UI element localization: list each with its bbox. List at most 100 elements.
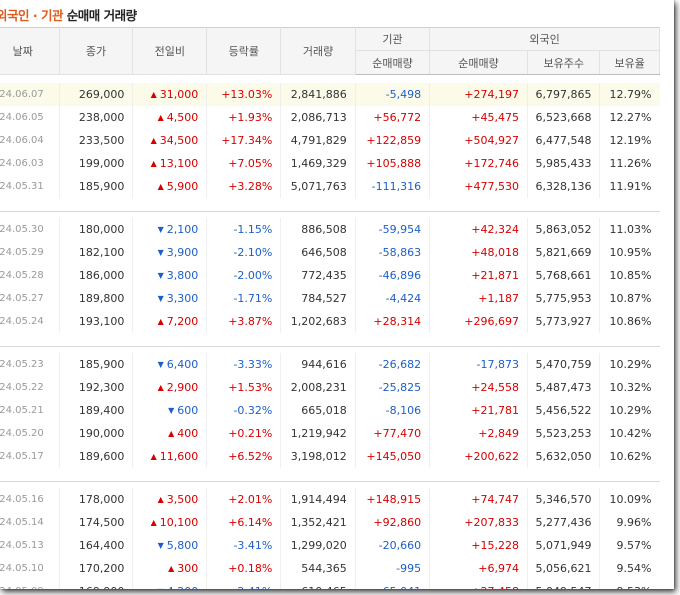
table-row: 2024.05.10170,200▲300+0.18%544,365-995+6…	[0, 557, 660, 580]
change-value: 31,000	[159, 88, 199, 101]
cell-rate: +0.18%	[206, 557, 281, 580]
change-value: 2,100	[166, 223, 199, 236]
change-value: 13,100	[159, 157, 199, 170]
table-row: 2024.05.16178,000▲3,500+2.01%1,914,494+1…	[0, 488, 660, 511]
cell-change: ▼ 3,300	[132, 287, 207, 310]
triangle-down-icon: ▼	[157, 271, 164, 280]
cell-rate: +2.01%	[206, 488, 281, 511]
cell-inst-net: +56,772	[354, 106, 430, 129]
col-header-rate: 등락률	[206, 27, 282, 75]
cell-date: 2024.05.22	[0, 382, 44, 393]
col-group-institution: 기관	[354, 27, 431, 51]
cell-close: 189,400	[58, 399, 133, 422]
cell-rate: -1.15%	[206, 218, 281, 241]
cell-volume: 5,071,763	[280, 175, 356, 198]
cell-inst-net: +148,915	[354, 488, 430, 511]
cell-change: ▲ 7,200	[132, 310, 207, 333]
table-row: 2024.05.14174,500▲10,100+6.14%1,352,421+…	[0, 511, 660, 534]
cell-volume: 1,299,020	[280, 534, 356, 557]
cell-inst-net: -26,682	[354, 353, 430, 376]
cell-ratio: 10.29%	[599, 353, 660, 376]
cell-holdings: 5,071,949	[526, 534, 600, 557]
cell-volume: 1,914,494	[280, 488, 356, 511]
table-row: 2024.05.28186,000▼3,800-2.00%772,435-46,…	[0, 264, 660, 287]
change-value: 400	[177, 427, 199, 440]
table-row: 2024.05.09169,900▼4,200-2.41%610,465-65,…	[0, 580, 660, 589]
cell-foreign-net: +504,927	[429, 129, 528, 152]
cell-date: 2024.05.17	[0, 451, 44, 462]
cell-holdings: 5,346,570	[526, 488, 600, 511]
cell-volume: 665,018	[280, 399, 356, 422]
cell-holdings: 5,487,473	[526, 376, 600, 399]
cell-volume: 944,616	[280, 353, 356, 376]
change-value: 10,100	[159, 516, 199, 529]
table-row: 2024.05.17189,600▲11,600+6.52%3,198,012+…	[0, 445, 660, 468]
cell-rate: -3.33%	[206, 353, 281, 376]
cell-close: 269,000	[58, 83, 133, 106]
cell-volume: 1,219,942	[280, 422, 356, 445]
cell-foreign-net: +48,018	[429, 241, 528, 264]
cell-holdings: 5,049,547	[526, 580, 600, 589]
cell-foreign-net: +274,197	[429, 83, 528, 106]
table-row: 2024.06.07269,000▲31,000+13.03%2,841,886…	[0, 83, 660, 106]
cell-rate: +6.52%	[206, 445, 281, 468]
cell-date: 2024.05.21	[0, 405, 44, 416]
cell-holdings: 5,056,621	[526, 557, 600, 580]
cell-inst-net: -25,825	[354, 376, 430, 399]
cell-rate: -0.32%	[206, 399, 281, 422]
table-row: 2024.05.23185,900▼6,400-3.33%944,616-26,…	[0, 353, 660, 376]
cell-holdings: 5,821,669	[526, 241, 600, 264]
table-row: 2024.05.13164,400▼5,800-3.41%1,299,020-2…	[0, 534, 660, 557]
cell-rate: -2.41%	[206, 580, 281, 589]
triangle-down-icon: ▼	[157, 225, 164, 234]
cell-close: 189,800	[58, 287, 133, 310]
cell-change: ▲ 400	[132, 422, 207, 445]
cell-ratio: 10.29%	[599, 399, 660, 422]
change-value: 4,500	[166, 111, 199, 124]
cell-volume: 886,508	[280, 218, 356, 241]
cell-ratio: 10.62%	[599, 445, 660, 468]
triangle-up-icon: ▲	[150, 452, 157, 461]
triangle-up-icon: ▲	[150, 136, 157, 145]
triangle-down-icon: ▼	[157, 294, 164, 303]
triangle-down-icon: ▼	[157, 360, 164, 369]
change-value: 4,200	[167, 585, 199, 589]
table-row: 2024.06.03199,000▲13,100+7.05%1,469,329+…	[0, 152, 660, 175]
cell-foreign-net: +2,849	[429, 422, 528, 445]
cell-volume: 544,365	[280, 557, 356, 580]
cell-foreign-net: +296,697	[429, 310, 528, 333]
cell-inst-net: -111,316	[354, 175, 430, 198]
cell-holdings: 6,797,865	[526, 83, 600, 106]
cell-close: 182,100	[58, 241, 133, 264]
cell-change: ▼ 3,800	[132, 264, 207, 287]
triangle-up-icon: ▲	[168, 429, 175, 438]
cell-holdings: 5,523,253	[526, 422, 600, 445]
cell-volume: 784,527	[280, 287, 356, 310]
change-value: 2,900	[166, 381, 199, 394]
cell-ratio: 10.95%	[599, 241, 660, 264]
investor-trading-table: 날짜 종가 전일비 등락률 거래량 기관 외국인 순매매량 순매매량 보유주수 …	[0, 27, 660, 589]
cell-rate: -1.71%	[206, 287, 281, 310]
cell-rate: +1.53%	[206, 376, 281, 399]
cell-close: 199,000	[58, 152, 133, 175]
cell-inst-net: +105,888	[354, 152, 430, 175]
cell-holdings: 5,773,927	[526, 310, 600, 333]
cell-ratio: 9.57%	[599, 534, 660, 557]
cell-foreign-net: +200,622	[429, 445, 528, 468]
cell-volume: 1,202,683	[280, 310, 356, 333]
cell-close: 164,400	[58, 534, 133, 557]
table-body: 2024.06.07269,000▲31,000+13.03%2,841,886…	[0, 75, 660, 589]
change-value: 3,500	[166, 493, 199, 506]
cell-foreign-net: +6,974	[429, 557, 528, 580]
triangle-up-icon: ▲	[150, 518, 157, 527]
cell-foreign-net: +42,324	[429, 218, 528, 241]
cell-inst-net: -20,660	[354, 534, 430, 557]
cell-rate: +1.93%	[206, 106, 281, 129]
cell-change: ▲ 2,900	[132, 376, 207, 399]
section-title: 외국인 · 기관 순매매 거래량	[0, 5, 137, 24]
cell-date: 2024.05.14	[0, 517, 44, 528]
cell-date: 2024.05.24	[0, 316, 44, 327]
cell-rate: +7.05%	[206, 152, 281, 175]
cell-date: 2024.05.13	[0, 540, 44, 551]
cell-close: 186,000	[58, 264, 133, 287]
